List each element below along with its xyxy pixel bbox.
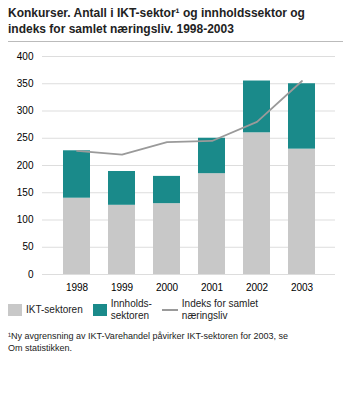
svg-text:2000: 2000 <box>156 282 179 293</box>
html-text:Indeks for samlet næringsliv: Indeks for samlet næringsliv <box>181 298 258 322</box>
html-text:Innholds- sektoren: Innholds- sektoren <box>110 298 152 322</box>
html-text:IKT-sektoren: IKT-sektoren <box>26 304 83 316</box>
svg-text:2003: 2003 <box>291 282 314 293</box>
svg-text:2001: 2001 <box>201 282 224 293</box>
svg-text:100: 100 <box>17 214 34 225</box>
svg-text:350: 350 <box>17 78 34 89</box>
html-text:Konkurser. Antall i IKT-sektor: Konkurser. Antall i IKT-sektor¹ og innho… <box>8 6 305 36</box>
svg-text:250: 250 <box>17 133 34 144</box>
svg-text:1999: 1999 <box>111 282 134 293</box>
svg-text:1998: 1998 <box>66 282 89 293</box>
svg-text:400: 400 <box>17 51 34 62</box>
svg-text:2002: 2002 <box>246 282 269 293</box>
svg-text:300: 300 <box>17 105 34 116</box>
svg-text:0: 0 <box>28 269 34 280</box>
svg-text:50: 50 <box>22 242 34 253</box>
svg-text:200: 200 <box>17 160 34 171</box>
svg-text:150: 150 <box>17 187 34 198</box>
html-text:¹Ny avgrensning av IKT-Varehan: ¹Ny avgrensning av IKT-Varehandel påvirk… <box>8 331 288 354</box>
